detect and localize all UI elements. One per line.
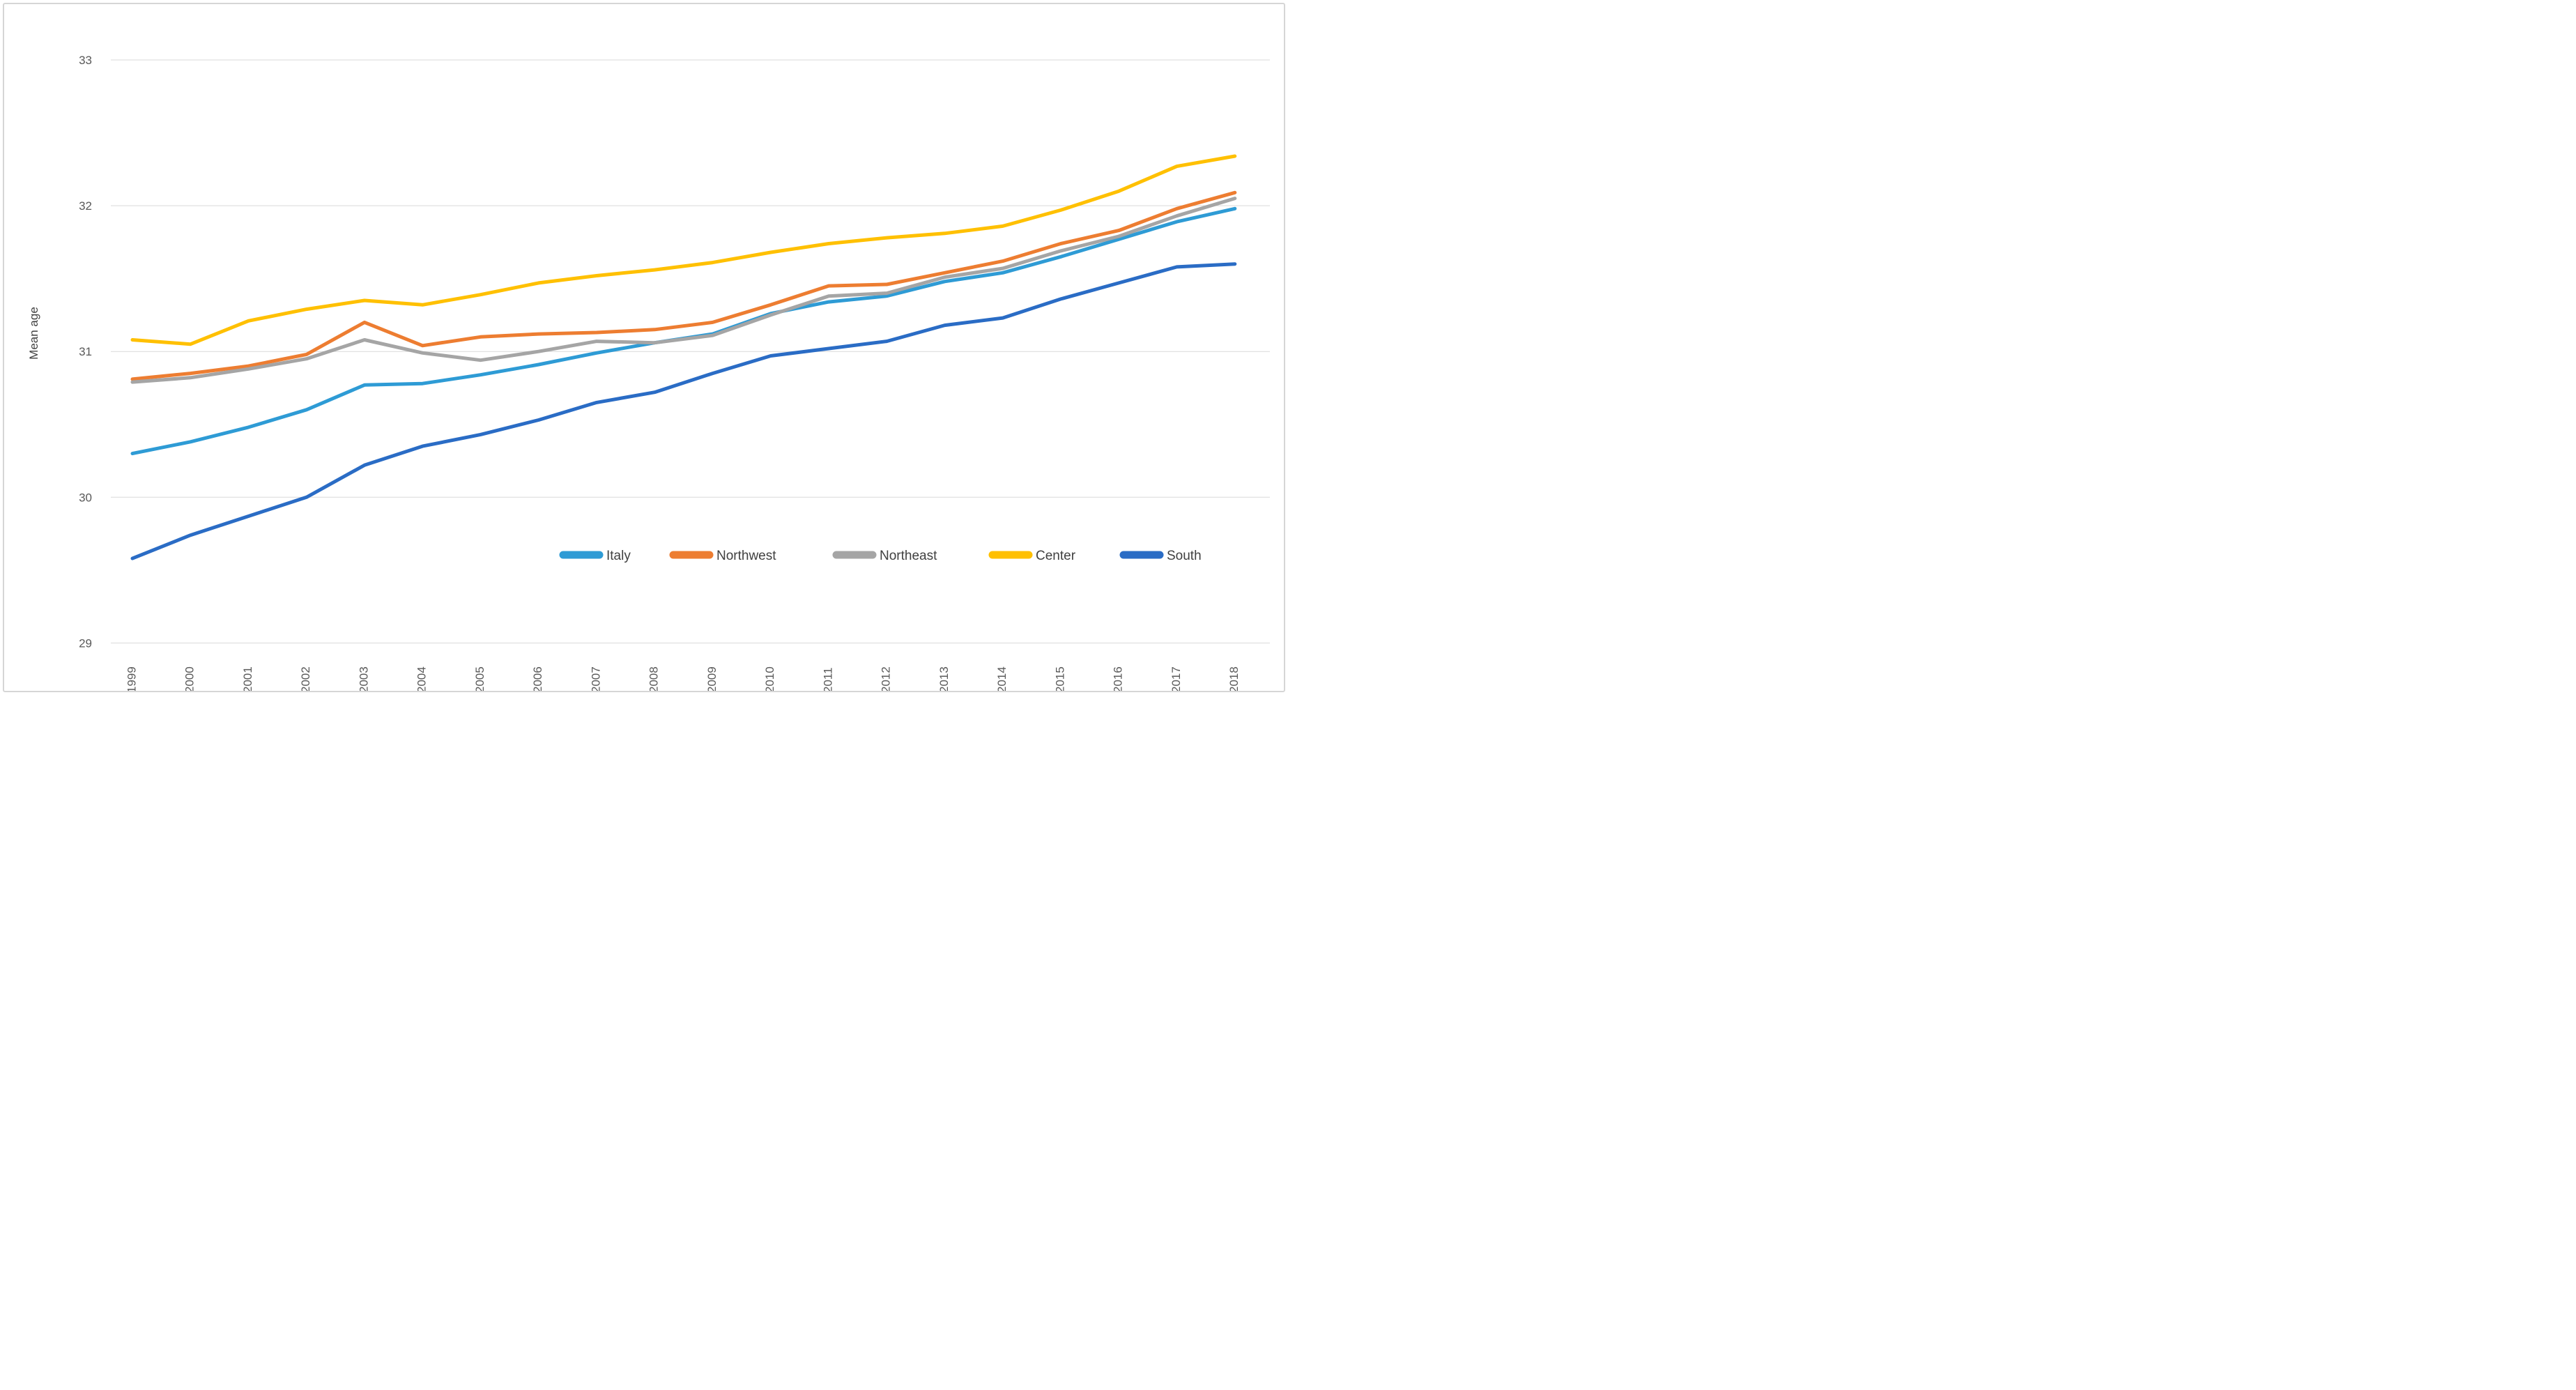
x-axis-tick-label: 2012 bbox=[880, 666, 893, 691]
legend-item-northeast: Northeast bbox=[832, 549, 937, 563]
x-axis-tick-label: 2004 bbox=[415, 666, 429, 691]
series-line-italy bbox=[130, 206, 1237, 456]
y-axis-tick-label: 33 bbox=[79, 54, 92, 67]
x-axis-tick-label: 2013 bbox=[937, 666, 951, 691]
x-axis-tick-label: 2000 bbox=[183, 666, 197, 691]
series-line-northwest bbox=[130, 190, 1237, 381]
x-axis-tick-label: 2007 bbox=[589, 666, 602, 691]
x-axis-tick-label: 2016 bbox=[1112, 666, 1125, 691]
series-line-northeast bbox=[130, 197, 1237, 384]
x-axis-tick-label: 2008 bbox=[647, 666, 661, 691]
x-axis-tick-label: 2001 bbox=[241, 666, 254, 691]
x-axis-tick-label: 2014 bbox=[995, 666, 1009, 691]
y-axis-tick-label: 29 bbox=[79, 636, 92, 650]
x-axis-tick-label: 2011 bbox=[821, 667, 834, 691]
y-axis-tick-label: 30 bbox=[79, 491, 92, 504]
legend-label-center: Center bbox=[1036, 549, 1076, 563]
legend-item-south: South bbox=[1119, 549, 1202, 563]
x-axis-tick-label: 2005 bbox=[473, 666, 486, 691]
x-axis-tick-label: 2006 bbox=[531, 666, 544, 691]
series-line-south bbox=[130, 262, 1237, 560]
x-axis-tick-label: 2009 bbox=[705, 666, 719, 691]
legend-item-center: Center bbox=[988, 549, 1076, 563]
x-axis-tick-label: 2003 bbox=[357, 666, 370, 691]
legend-label-italy: Italy bbox=[606, 549, 631, 563]
y-axis-tick-label: 32 bbox=[79, 199, 92, 213]
x-axis-tick-label: 2017 bbox=[1170, 666, 1183, 691]
y-axis-tick-label: 31 bbox=[79, 345, 92, 358]
legend-label-northwest: Northwest bbox=[716, 549, 776, 563]
series-line-center bbox=[130, 154, 1237, 346]
chart-canvas: 29 30 31 32 33 1999 2000 2001 2002 2003 2004 2005 20… bbox=[3, 3, 1285, 692]
x-axis-tick-label: 1999 bbox=[125, 666, 138, 691]
y-axis-title: Mean age bbox=[27, 307, 40, 360]
legend-item-northwest: Northwest bbox=[669, 549, 776, 563]
x-axis-tick-label: 2002 bbox=[299, 666, 312, 691]
line-chart: 29 30 31 32 33 1999 2000 2001 2002 2003 2004 2005 20… bbox=[27, 54, 1270, 691]
legend-label-northeast: Northeast bbox=[880, 549, 937, 563]
x-axis-tick-label: 2018 bbox=[1227, 666, 1241, 691]
x-axis-tick-label: 2015 bbox=[1053, 666, 1066, 691]
x-axis-tick-label: 2010 bbox=[763, 666, 776, 691]
legend-label-south: South bbox=[1167, 549, 1202, 563]
legend-item-italy: Italy bbox=[559, 549, 631, 563]
